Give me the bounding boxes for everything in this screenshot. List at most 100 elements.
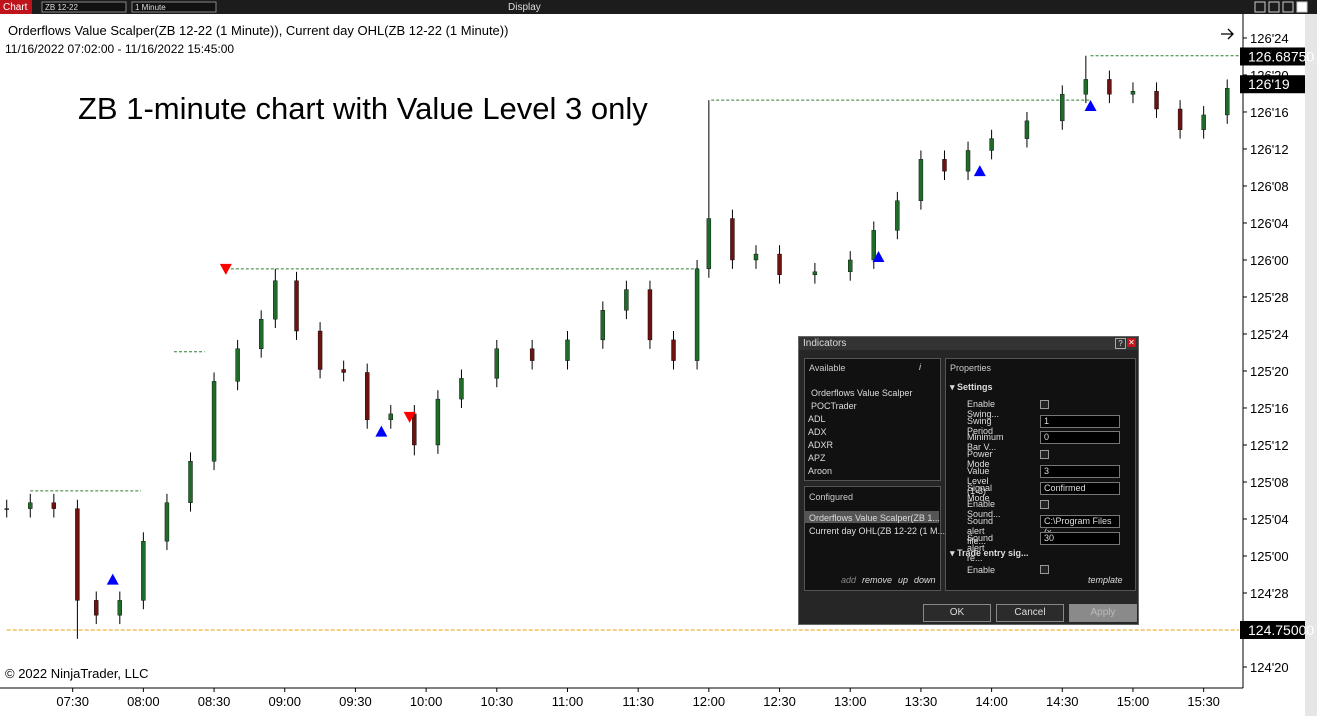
- group-header[interactable]: ▾ Trade entry sig...: [950, 548, 1029, 559]
- property-value[interactable]: 3: [1040, 464, 1120, 478]
- list-item[interactable]: ADL: [808, 414, 826, 424]
- ok-button[interactable]: OK: [923, 604, 991, 622]
- action[interactable]: up: [898, 575, 909, 585]
- y-tick-label: 126'24: [1250, 31, 1289, 46]
- candle-body: [235, 348, 240, 382]
- property-label: Minimum Bar V...: [967, 432, 1004, 453]
- candle-body: [1083, 79, 1089, 95]
- y-tick-label: 125'00: [1250, 549, 1289, 564]
- dialog-title: Indicators: [803, 338, 847, 349]
- property-value[interactable]: 30: [1040, 531, 1120, 545]
- property-label: Signal Mode: [967, 482, 993, 503]
- selected-row: [805, 511, 939, 523]
- y-tick-label: 126'00: [1250, 253, 1289, 268]
- interval-select[interactable]: [131, 1, 217, 13]
- interval[interactable]: 1 Minute: [135, 3, 166, 12]
- x-tick-label: 14:30: [1046, 694, 1079, 709]
- configured-item[interactable]: Orderflows Value Scalper(ZB 1...: [809, 513, 940, 523]
- candle-body: [647, 289, 653, 341]
- price-marker: [1240, 620, 1305, 639]
- x-tick-label: 12:00: [693, 694, 726, 709]
- candle-body: [895, 200, 900, 231]
- list-item[interactable]: Aroon: [808, 466, 833, 476]
- tab-label[interactable]: Chart: [3, 2, 28, 13]
- candle-body: [965, 150, 971, 172]
- signal-down: [219, 263, 232, 275]
- list-item[interactable]: APZ: [808, 453, 826, 463]
- candle-body: [1024, 120, 1030, 139]
- y-tick-label: 126'04: [1250, 216, 1289, 231]
- candle-body: [753, 253, 759, 261]
- group-label: Settings: [957, 382, 993, 392]
- y-tick-label: 125'28: [1250, 290, 1289, 305]
- property-value[interactable]: Confirmed: [1040, 481, 1120, 495]
- candle-body: [435, 398, 441, 446]
- action[interactable]: remove: [862, 575, 893, 585]
- candle-body: [777, 253, 782, 275]
- property-value[interactable]: 0: [1040, 431, 1120, 445]
- group-header[interactable]: ▾ Settings: [950, 382, 993, 393]
- list-item[interactable]: POCTrader: [811, 401, 857, 411]
- template[interactable]: template: [1088, 575, 1123, 585]
- menu[interactable]: Display: [508, 2, 541, 13]
- x-tick-label: 10:00: [410, 694, 443, 709]
- x-tick-label: 14:00: [975, 694, 1008, 709]
- indicators-dialog: Indicators ? ✕ Available i Orderflows Va…: [798, 336, 1139, 625]
- y-tick-label: 124'28: [1250, 586, 1289, 601]
- candle-body: [942, 159, 947, 172]
- list-item[interactable]: ADX: [808, 427, 827, 437]
- configured-item[interactable]: Current day OHL(ZB 12-22 (1 M...: [809, 526, 946, 536]
- action[interactable]: down: [914, 575, 936, 585]
- configured-panel: [804, 486, 941, 591]
- candle-body: [188, 461, 193, 503]
- y-tick-label: 126'12: [1250, 142, 1289, 157]
- x-tick-label: 10:30: [481, 694, 514, 709]
- y-tick-label: 125'24: [1250, 327, 1289, 342]
- candle-body: [51, 502, 57, 509]
- list-item[interactable]: Orderflows Value Scalper: [811, 388, 913, 398]
- chart-title: Orderflows Value Scalper(ZB 12-22 (1 Min…: [8, 23, 508, 38]
- property-label: Enable Sound...: [967, 499, 1001, 520]
- cancel-button[interactable]: Cancel: [996, 604, 1064, 622]
- candle-body: [600, 310, 606, 341]
- info[interactable]: i: [919, 362, 921, 372]
- help-button[interactable]: ?: [1115, 338, 1126, 349]
- action[interactable]: add: [841, 575, 857, 585]
- checkbox[interactable]: [1040, 500, 1049, 510]
- property-value[interactable]: C:\Program Files (x: [1040, 514, 1120, 537]
- chart-tab[interactable]: [0, 0, 32, 14]
- configured-header: Configured: [809, 492, 854, 502]
- x-tick-label: 11:00: [552, 694, 584, 709]
- window-button[interactable]: [1296, 1, 1308, 13]
- candle-body: [671, 339, 676, 361]
- candle-body: [730, 218, 735, 261]
- date-range: 11/16/2022 07:02:00 - 11/16/2022 15:45:0…: [5, 42, 234, 56]
- window-button[interactable]: [1282, 1, 1294, 13]
- property-label: Sound alert re...: [967, 532, 994, 563]
- group-label: Trade entry sig...: [957, 548, 1029, 558]
- candle-body: [1107, 79, 1112, 95]
- y-tick-label: 125'04: [1250, 512, 1289, 527]
- property-label: Sound alert file...: [967, 515, 994, 546]
- candle-body: [211, 381, 217, 462]
- x-tick-label: 13:30: [905, 694, 938, 709]
- checkbox[interactable]: [1040, 400, 1049, 409]
- expand: ▾: [950, 382, 958, 392]
- window-button[interactable]: [1254, 1, 1266, 13]
- available-list: Orderflows Value Scalper POCTrader: [811, 387, 912, 413]
- list-item[interactable]: ADXR: [808, 440, 834, 450]
- instrument[interactable]: ZB 12-22: [45, 3, 78, 12]
- candle-body: [273, 280, 278, 320]
- price-label: 126.68750: [1248, 48, 1314, 64]
- property-value[interactable]: 1: [1040, 414, 1120, 428]
- signal-down: [403, 411, 416, 423]
- checkbox[interactable]: [1040, 565, 1049, 574]
- instrument-select[interactable]: [41, 1, 127, 13]
- scrollbar[interactable]: [1305, 14, 1317, 716]
- close-button[interactable]: ✕: [1127, 338, 1136, 347]
- candle-body: [141, 540, 146, 601]
- scroll-arrow[interactable]: [1221, 28, 1234, 40]
- window-button[interactable]: [1268, 1, 1280, 13]
- checkbox[interactable]: [1040, 450, 1049, 460]
